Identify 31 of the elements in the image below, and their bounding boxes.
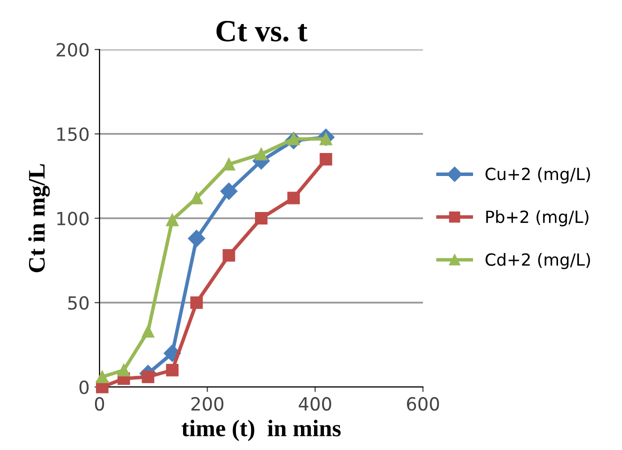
y-tick-label: 150 [57, 127, 89, 141]
point [96, 370, 108, 384]
x-tick-label: 400 [298, 397, 332, 411]
point [254, 212, 268, 224]
y-tick-label: 50 [68, 296, 89, 310]
y-tick-label: 0 [80, 380, 89, 394]
point [142, 370, 154, 384]
chart-title: Ct vs. t [216, 20, 308, 42]
y-tick-label: 100 [57, 212, 89, 226]
point [287, 192, 300, 204]
point [118, 364, 130, 376]
point [190, 296, 203, 309]
x-tick-label: 200 [191, 397, 224, 411]
x-axis-title: time (t) in mins [182, 420, 341, 442]
point [166, 214, 179, 226]
point [190, 192, 203, 204]
point [142, 325, 154, 338]
legend-label: Pb+2 (mg/L) [486, 210, 588, 226]
point [188, 230, 206, 248]
point [166, 364, 179, 376]
point [220, 182, 238, 200]
legend-label: Cu+2 (mg/L) [486, 167, 590, 184]
point [320, 152, 332, 166]
point [222, 158, 236, 170]
point [254, 148, 268, 160]
y-tick-label: 200 [56, 42, 89, 57]
y-axis-title: Ct in mg/L [28, 164, 50, 272]
x-tick-label: 0 [94, 397, 104, 411]
point [222, 249, 236, 262]
x-tick-label: 600 [406, 397, 439, 411]
legend-label: Cd+2 (mg/L) [486, 252, 590, 270]
